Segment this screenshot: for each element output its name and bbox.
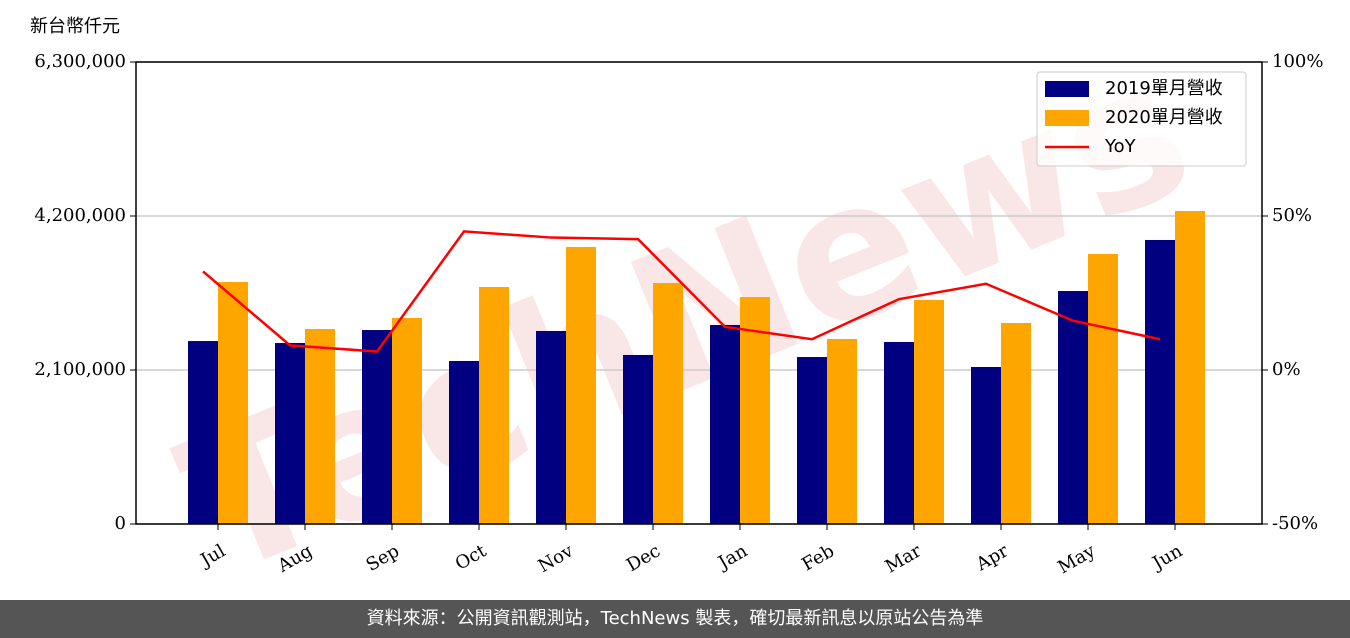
bar <box>710 324 740 524</box>
y-tick-label: 6,300,000 <box>34 51 126 72</box>
y-tick-label: 4,200,000 <box>34 205 126 226</box>
bar <box>566 247 596 524</box>
bar <box>188 341 218 524</box>
x-tick-label: Oct <box>452 540 491 575</box>
bar <box>914 299 944 524</box>
bar <box>1058 291 1088 524</box>
legend-label: 2019單月營收 <box>1105 78 1223 99</box>
legend-swatch <box>1045 110 1089 126</box>
bar <box>392 318 422 524</box>
bar <box>827 338 857 524</box>
legend-swatch <box>1045 81 1089 97</box>
y-tick-label: 0 <box>115 513 126 534</box>
y-tick-label: 2,100,000 <box>34 359 126 380</box>
y2-tick-label: 0% <box>1272 359 1301 380</box>
x-tick-label: Jun <box>1147 540 1186 575</box>
bar <box>275 343 305 524</box>
bar <box>653 283 683 524</box>
plot-frame <box>135 61 1263 525</box>
bar <box>884 341 914 524</box>
bar <box>1001 322 1031 524</box>
bar <box>1175 211 1205 524</box>
y2-tick-label: 50% <box>1272 205 1312 226</box>
bar <box>536 330 566 524</box>
y2-tick-label: -50% <box>1272 513 1318 534</box>
bar <box>971 366 1001 524</box>
bar <box>449 360 479 524</box>
chart: TechNews 新台幣仟元 02,100,0004,200,0006,300,… <box>30 16 1323 600</box>
source-footer: 資料來源：公開資訊觀測站，TechNews 製表，確切最新訊息以原站公告為準 <box>0 600 1350 638</box>
y-axis-label: 新台幣仟元 <box>30 16 120 37</box>
legend: 2019單月營收 2020單月營收 YoY <box>1036 71 1247 167</box>
y2-tick-label: 100% <box>1272 51 1323 72</box>
x-tick-label: Feb <box>798 540 838 575</box>
bar <box>479 286 509 524</box>
x-tick-label: May <box>1054 540 1099 578</box>
x-tick-label: Nov <box>535 540 578 577</box>
legend-label: 2020單月營收 <box>1105 107 1223 128</box>
legend-label: YoY <box>1104 136 1137 157</box>
line <box>202 230 1161 353</box>
bar <box>305 329 335 524</box>
bar <box>218 282 248 524</box>
x-tick-label: Dec <box>623 540 664 576</box>
bar <box>797 357 827 524</box>
x-tick-label: Mar <box>882 540 926 577</box>
x-tick-label: Jan <box>713 540 751 574</box>
bar <box>1145 239 1175 525</box>
bar <box>362 330 392 524</box>
bar <box>740 297 770 524</box>
legend-box <box>1036 71 1247 167</box>
x-tick-label: Apr <box>972 540 1012 575</box>
bar <box>1088 253 1118 524</box>
bar <box>623 354 653 524</box>
